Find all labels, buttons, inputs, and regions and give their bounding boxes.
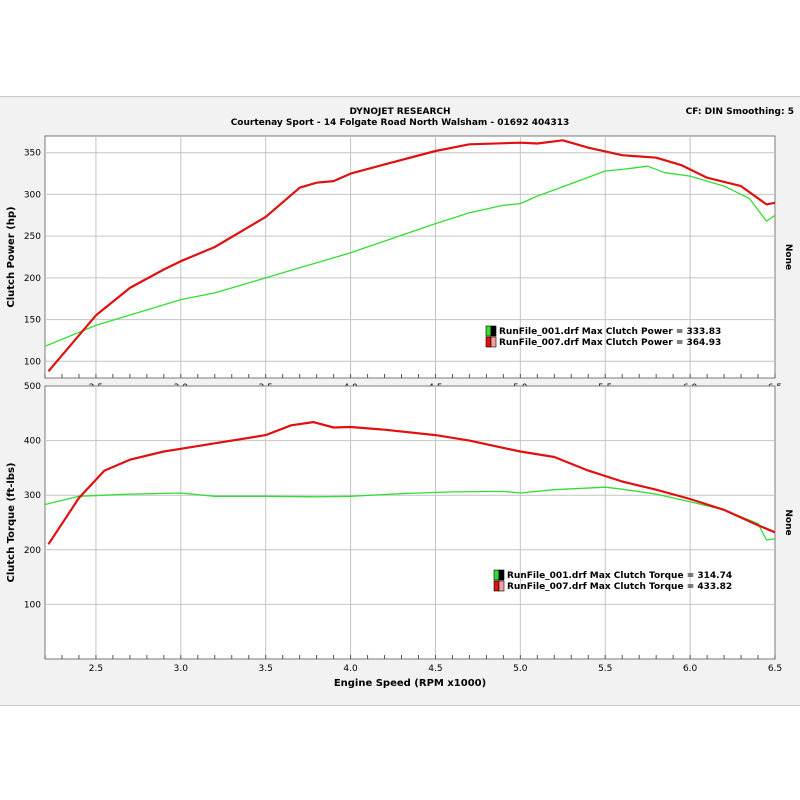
power-chart: 2.5 3.0 3.5 4.0 4.5 5.0 5.5 6.0 6.5 100 150 200 250 3… (6, 135, 793, 386)
x-tick-label: 3.0 (174, 383, 189, 386)
legend-swatch (498, 580, 505, 592)
legend-swatch (490, 325, 497, 337)
x-axis-label: Engine Speed (RPM x1000) (334, 678, 486, 689)
x-tick-label: 4.0 (343, 664, 358, 674)
y-tick-label: 500 (24, 382, 41, 392)
side-label: None (783, 244, 793, 270)
x-tick-label: 6.0 (683, 383, 698, 386)
series-line (47, 139, 775, 373)
plot-area (44, 135, 776, 379)
y-tick-label: 350 (24, 149, 41, 159)
y-tick-label: 100 (24, 600, 41, 610)
x-tick-label: 4.5 (428, 383, 442, 386)
legend-entry: RunFile_007.drf Max Clutch Torque = 433.… (507, 582, 732, 592)
x-tick-label: 5.0 (513, 664, 528, 674)
legend-swatch (498, 569, 505, 581)
y-tick-label: 200 (24, 274, 41, 284)
report-correction-factor: CF: DIN Smoothing: 5 (685, 107, 794, 117)
series-line (47, 420, 775, 545)
y-tick-label: 150 (24, 316, 41, 326)
legend-swatch (493, 569, 500, 581)
legend-swatch (485, 336, 492, 348)
legend-swatch (493, 580, 500, 592)
x-tick-label: 6.5 (768, 383, 782, 386)
torque-chart: 2.5 3.0 3.5 4.0 4.5 5.0 5.5 6.0 6.5 100 200 300 400 5… (6, 382, 793, 689)
side-label: None (783, 509, 793, 535)
y-tick-label: 400 (24, 437, 41, 447)
y-tick-label: 300 (24, 190, 41, 200)
y-tick-label: 100 (24, 357, 41, 367)
x-tick-label: 3.0 (174, 664, 189, 674)
y-tick-label: 200 (24, 546, 41, 556)
report-company: DYNOJET RESEARCH (349, 107, 451, 117)
x-tick-label: 5.5 (598, 664, 612, 674)
x-tick-label: 4.5 (428, 664, 442, 674)
legend-entry: RunFile_001.drf Max Clutch Torque = 314.… (507, 571, 732, 581)
legend-swatch (490, 336, 497, 348)
series-line (45, 165, 775, 347)
x-tick-label: 6.5 (768, 664, 782, 674)
x-tick-label: 3.5 (259, 664, 273, 674)
y-tick-label: 300 (24, 491, 41, 501)
plot-area (44, 385, 776, 660)
x-tick-label: 2.5 (89, 383, 103, 386)
x-tick-label: 5.0 (513, 383, 528, 386)
legend-swatch (485, 325, 492, 337)
y-tick-label: 250 (24, 232, 41, 242)
legend-entry: RunFile_001.drf Max Clutch Power = 333.8… (499, 327, 721, 337)
legend-entry: RunFile_007.drf Max Clutch Power = 364.9… (499, 338, 721, 348)
y-axis-label: Clutch Torque (ft-lbs) (6, 463, 17, 583)
y-axis-label: Clutch Power (hp) (6, 206, 17, 307)
x-tick-label: 5.5 (598, 383, 612, 386)
x-tick-label: 4.0 (343, 383, 358, 386)
report-address: Courtenay Sport - 14 Folgate Road North … (230, 118, 570, 128)
x-tick-label: 3.5 (259, 383, 273, 386)
x-tick-label: 6.0 (683, 664, 698, 674)
x-tick-label: 2.5 (89, 664, 103, 674)
